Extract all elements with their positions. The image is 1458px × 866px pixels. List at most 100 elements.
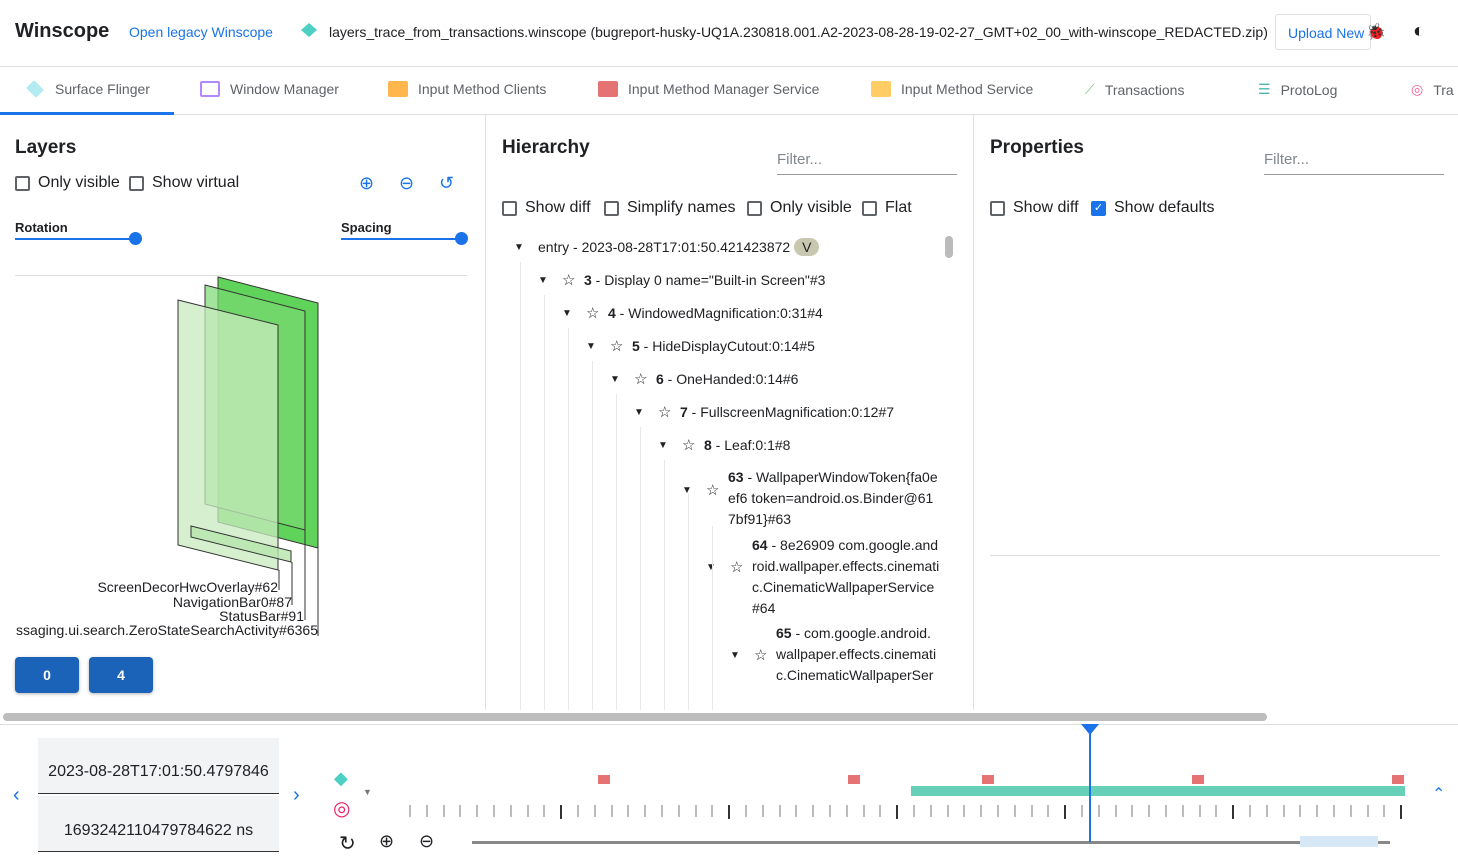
expand-arrow-icon[interactable]: ▼ bbox=[514, 241, 524, 253]
star-icon[interactable]: ☆ bbox=[706, 482, 720, 499]
dropdown-arrow-icon[interactable]: ▼ bbox=[363, 787, 372, 797]
tree-node-controls[interactable]: ▼ ☆ bbox=[682, 481, 728, 499]
star-icon[interactable]: ☆ bbox=[586, 305, 600, 322]
only-visible-checkbox[interactable]: Only visible bbox=[15, 174, 120, 192]
layer-label[interactable]: NavigationBar0#87 bbox=[172, 594, 292, 610]
flat-checkbox[interactable]: Flat bbox=[862, 199, 912, 217]
next-entry-icon[interactable]: › bbox=[293, 784, 300, 806]
tab-transitions[interactable]: ◎ Tra bbox=[1411, 81, 1454, 98]
star-icon[interactable]: ☆ bbox=[610, 338, 624, 355]
rings-icon[interactable]: ◎ bbox=[333, 798, 351, 820]
cursor-handle-icon[interactable] bbox=[1081, 724, 1099, 735]
layers-3d-view[interactable] bbox=[0, 270, 480, 650]
hierarchy-scrollbar[interactable] bbox=[945, 236, 953, 258]
hierarchy-only-visible-checkbox[interactable]: Only visible bbox=[747, 199, 852, 217]
rotation-slider-handle[interactable] bbox=[129, 232, 142, 245]
tree-node-controls[interactable]: ▼ ☆ bbox=[730, 646, 776, 664]
checkbox[interactable] bbox=[862, 200, 877, 216]
checkbox[interactable] bbox=[15, 175, 30, 191]
properties-show-diff-checkbox[interactable]: Show diff bbox=[990, 199, 1079, 217]
expand-timeline-icon[interactable]: ⌃ bbox=[1432, 786, 1446, 803]
display-button-0[interactable]: 0 bbox=[15, 657, 79, 693]
transition-marker[interactable] bbox=[982, 775, 994, 784]
tree-node[interactable]: ▼ ☆ 6 - OneHanded:0:14#6 bbox=[610, 371, 799, 388]
tree-node[interactable]: ▼ ☆ 8 - Leaf:0:1#8 bbox=[658, 437, 791, 454]
minimap-selection[interactable] bbox=[1300, 836, 1378, 847]
star-icon[interactable]: ☆ bbox=[634, 371, 648, 388]
expand-arrow-icon[interactable]: ▼ bbox=[538, 274, 548, 286]
display-button-4[interactable]: 4 bbox=[89, 657, 153, 693]
zoom-out-icon[interactable]: ⊖ bbox=[399, 173, 415, 193]
expand-arrow-icon[interactable]: ▼ bbox=[634, 406, 644, 418]
ns-timestamp-input[interactable]: 1693242110479784622 ns bbox=[38, 796, 279, 852]
prev-entry-icon[interactable]: ‹ bbox=[13, 784, 20, 806]
transactions-track[interactable] bbox=[911, 786, 1405, 796]
spacing-slider-handle[interactable] bbox=[455, 232, 468, 245]
star-icon[interactable]: ☆ bbox=[730, 559, 744, 576]
timeline-cursor[interactable] bbox=[1089, 728, 1091, 842]
layers-icon[interactable]: ◆ bbox=[334, 768, 348, 788]
tab-input-method-manager-service[interactable]: Input Method Manager Service bbox=[598, 81, 819, 97]
theme-toggle-icon[interactable]: ◐ bbox=[1413, 20, 1426, 42]
expand-arrow-icon[interactable]: ▼ bbox=[730, 649, 740, 661]
expand-arrow-icon[interactable]: ▼ bbox=[562, 307, 572, 319]
tab-transactions[interactable]: ⟋ Transactions bbox=[1085, 81, 1184, 98]
timeline-tick bbox=[1181, 805, 1184, 817]
tree-node[interactable]: 63 - WallpaperWindowToken{fa0eef6 token=… bbox=[728, 469, 938, 527]
checkbox-checked[interactable]: ✓ bbox=[1091, 200, 1106, 216]
tree-node[interactable]: ▼ ☆ 7 - FullscreenMagnification:0:12#7 bbox=[634, 404, 895, 421]
tab-input-method-clients[interactable]: Input Method Clients bbox=[388, 81, 546, 97]
open-legacy-link[interactable]: Open legacy Winscope bbox=[129, 24, 273, 40]
reset-history-icon[interactable]: ↺ bbox=[439, 173, 455, 193]
expand-arrow-icon[interactable]: ▼ bbox=[658, 439, 668, 451]
expand-arrow-icon[interactable]: ▼ bbox=[706, 561, 716, 573]
star-icon[interactable]: ☆ bbox=[754, 647, 768, 664]
upload-new-button[interactable]: Upload New bbox=[1275, 14, 1371, 50]
star-icon[interactable]: ☆ bbox=[562, 272, 576, 289]
tab-protolog[interactable]: ☰ ProtoLog bbox=[1258, 81, 1337, 98]
tree-node[interactable]: 65 - com.google.android.wallpaper.effect… bbox=[776, 625, 937, 683]
checkbox[interactable] bbox=[604, 200, 619, 216]
transition-marker[interactable] bbox=[1392, 775, 1404, 784]
reset-zoom-icon[interactable]: ↻ bbox=[339, 833, 356, 855]
checkbox[interactable] bbox=[129, 175, 144, 191]
show-defaults-checkbox[interactable]: ✓ Show defaults bbox=[1091, 199, 1215, 217]
zoom-out-icon[interactable]: ⊖ bbox=[419, 831, 435, 851]
simplify-names-checkbox[interactable]: Simplify names bbox=[604, 199, 735, 217]
tree-node[interactable]: ▼ ☆ 5 - HideDisplayCutout:0:14#5 bbox=[586, 338, 815, 355]
expand-arrow-icon[interactable]: ▼ bbox=[586, 340, 596, 352]
star-icon[interactable]: ☆ bbox=[682, 437, 696, 454]
timestamp-input[interactable]: 2023-08-28T17:01:50.4797846 bbox=[38, 738, 279, 794]
rotation-slider[interactable] bbox=[15, 238, 135, 240]
star-icon[interactable]: ☆ bbox=[658, 404, 672, 421]
timeline-minimap-axis[interactable] bbox=[472, 841, 1390, 844]
transition-marker[interactable] bbox=[1192, 775, 1204, 784]
zoom-in-icon[interactable]: ⊕ bbox=[379, 831, 395, 851]
layer-label[interactable]: StatusBar#91 bbox=[219, 608, 304, 624]
bug-icon[interactable]: 🐞 bbox=[1366, 24, 1386, 41]
tree-node[interactable]: 64 - 8e26909 com.google.android.wallpape… bbox=[752, 537, 940, 616]
spacing-slider[interactable] bbox=[341, 238, 461, 240]
checkbox[interactable] bbox=[502, 200, 517, 216]
tree-node-controls[interactable]: ▼ ☆ bbox=[706, 558, 752, 576]
tab-surface-flinger[interactable]: Surface Flinger bbox=[25, 80, 150, 98]
properties-filter-input[interactable]: Filter... bbox=[1264, 151, 1444, 175]
layer-label[interactable]: ssaging.ui.search.ZeroStateSearchActivit… bbox=[16, 622, 318, 638]
transition-marker[interactable] bbox=[848, 775, 860, 784]
expand-arrow-icon[interactable]: ▼ bbox=[682, 484, 692, 496]
horizontal-scrollbar[interactable] bbox=[3, 713, 1267, 721]
tree-node[interactable]: ▼ ☆ 4 - WindowedMagnification:0:31#4 bbox=[562, 305, 823, 322]
tab-window-manager[interactable]: Window Manager bbox=[200, 81, 339, 97]
zoom-in-icon[interactable]: ⊕ bbox=[359, 173, 375, 193]
tab-input-method-service[interactable]: Input Method Service bbox=[871, 81, 1033, 97]
hierarchy-filter-input[interactable]: Filter... bbox=[777, 151, 957, 175]
checkbox[interactable] bbox=[990, 200, 1005, 216]
tree-node-entry[interactable]: ▼ entry - 2023-08-28T17:01:50.421423872 V bbox=[514, 238, 820, 256]
transition-marker[interactable] bbox=[598, 775, 610, 784]
expand-arrow-icon[interactable]: ▼ bbox=[610, 373, 620, 385]
checkbox[interactable] bbox=[747, 200, 762, 216]
layer-label[interactable]: ScreenDecorHwcOverlay#62 bbox=[97, 579, 278, 595]
hierarchy-show-diff-checkbox[interactable]: Show diff bbox=[502, 199, 591, 217]
show-virtual-checkbox[interactable]: Show virtual bbox=[129, 174, 239, 192]
tree-node[interactable]: ▼ ☆ 3 - Display 0 name="Built-in Screen"#3 bbox=[538, 272, 826, 289]
